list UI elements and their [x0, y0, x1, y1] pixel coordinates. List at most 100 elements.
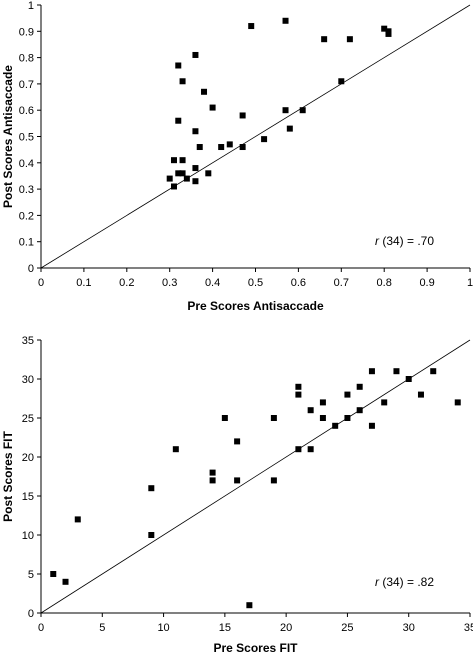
y-tick-label: 10: [22, 530, 34, 542]
y-tick-label: 0: [28, 263, 34, 275]
y-tick-label: 15: [22, 491, 34, 503]
y-tick-label: 0.8: [19, 53, 34, 65]
data-point: [381, 399, 388, 406]
data-point: [179, 78, 186, 85]
data-point: [299, 107, 306, 114]
data-point: [62, 578, 69, 585]
x-tick-label: 0.3: [162, 277, 177, 289]
data-point: [246, 602, 253, 609]
x-tick-label: 0.7: [334, 277, 349, 289]
data-point: [192, 51, 199, 58]
data-point: [201, 88, 208, 95]
data-point: [319, 399, 326, 406]
data-point: [166, 175, 173, 182]
x-tick-label: 0.5: [248, 277, 263, 289]
correlation-value: (34) = .70: [379, 234, 434, 248]
data-point: [430, 368, 437, 375]
reference-line: [40, 339, 471, 614]
data-point: [307, 407, 314, 414]
data-point: [356, 383, 363, 390]
data-point: [344, 415, 351, 421]
data-point: [332, 422, 339, 429]
data-point: [205, 170, 212, 177]
y-tick-label: 30: [22, 374, 34, 386]
data-point: [454, 399, 461, 406]
x-tick-label: 0: [38, 622, 44, 634]
x-tick-label: 0.4: [205, 277, 220, 289]
data-point: [356, 407, 363, 414]
data-point: [295, 383, 302, 390]
x-tick-label: 15: [219, 622, 231, 634]
y-axis-title: Post Scores Antisaccade: [1, 65, 15, 208]
data-point: [239, 144, 246, 151]
data-point: [148, 532, 155, 538]
data-point: [179, 157, 186, 164]
data-point: [295, 446, 302, 453]
data-point: [307, 446, 314, 453]
correlation-value: (34) = .82: [379, 575, 434, 589]
data-point: [226, 141, 233, 148]
y-tick-label: 20: [22, 452, 34, 464]
data-point: [183, 175, 190, 182]
data-point: [346, 36, 353, 43]
x-tick-label: 20: [280, 622, 292, 634]
data-point: [234, 477, 241, 484]
data-point: [295, 391, 302, 398]
x-tick-label: 10: [157, 622, 169, 634]
data-point: [261, 136, 268, 143]
data-point: [405, 376, 412, 382]
y-tick-label: 0.1: [19, 237, 34, 249]
data-point: [196, 144, 203, 151]
fit-scatter-plot: 0 5 10 15 20 25 30 35 0 5 10 15 20 25 30 35 Pre Scores F…: [1, 335, 473, 655]
data-point: [385, 30, 392, 37]
y-tick-label: 25: [22, 413, 34, 425]
x-tick-label: 0.9: [419, 277, 434, 289]
data-point: [192, 165, 199, 172]
data-point: [319, 415, 326, 421]
data-point: [381, 25, 388, 32]
data-point: [270, 415, 277, 421]
data-point: [179, 170, 186, 177]
correlation-annotation: r (34) = .70: [375, 234, 434, 248]
x-tick-label: 0.6: [291, 277, 306, 289]
x-tick-label: 0.1: [76, 277, 91, 289]
data-point: [344, 391, 351, 398]
data-point: [192, 128, 199, 135]
y-tick-label: 0.5: [19, 132, 34, 144]
data-point: [172, 446, 179, 453]
x-tick-label: 1: [467, 277, 473, 289]
correlation-r-symbol: r: [375, 575, 380, 589]
data-point: [417, 391, 424, 398]
data-point: [221, 415, 228, 421]
data-point: [286, 125, 293, 132]
x-tick-label: 5: [99, 622, 105, 634]
antisaccade-scatter-plot: 0 0.1 0.2 0.3 0.4 0.5 0.6 0.7 0.8 0.9 1 0 0.1 0.2 0.3 0…: [1, 0, 473, 313]
data-point: [209, 104, 216, 111]
data-point: [175, 62, 182, 69]
data-point: [209, 477, 216, 484]
x-tick-label: 35: [464, 622, 473, 634]
y-tick-label: 1: [28, 0, 34, 12]
correlation-annotation: r (34) = .82: [375, 575, 434, 589]
data-point: [393, 368, 400, 375]
data-point: [234, 438, 241, 445]
x-tick-label: 0.8: [377, 277, 392, 289]
data-point: [248, 23, 255, 30]
data-point: [192, 178, 199, 185]
data-point: [368, 368, 375, 375]
y-tick-label: 5: [28, 569, 34, 581]
y-axis-title: Post Scores FIT: [1, 430, 15, 521]
data-point: [282, 107, 289, 114]
x-axis-title: Pre Scores FIT: [213, 641, 298, 655]
x-tick-label: 0: [38, 277, 44, 289]
x-tick-label: 0.2: [119, 277, 134, 289]
x-tick-label: 30: [403, 622, 415, 634]
y-tick-label: 0.6: [19, 105, 34, 117]
y-tick-label: 0.2: [19, 210, 34, 222]
x-tick-label: 25: [341, 622, 353, 634]
y-tick-label: 35: [22, 335, 34, 347]
reference-line: [40, 4, 471, 269]
data-point: [368, 422, 375, 429]
y-tick-label: 0.3: [19, 184, 34, 196]
